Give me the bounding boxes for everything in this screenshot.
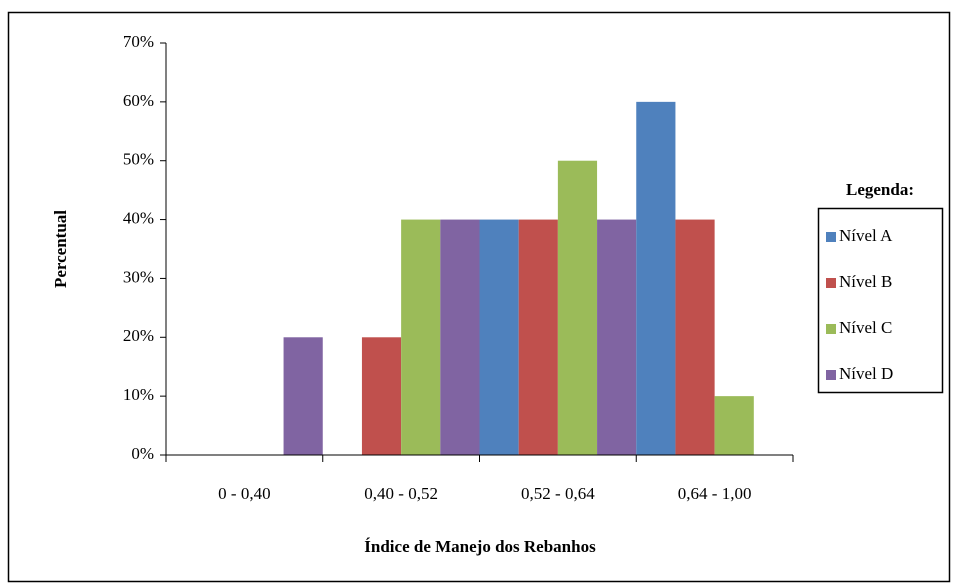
y-tick-label: 0% <box>131 444 154 463</box>
bar <box>401 219 441 455</box>
bar <box>597 219 637 455</box>
bar <box>518 219 558 455</box>
legend-swatch <box>826 232 836 242</box>
x-tick-label: 0,52 - 0,64 <box>521 484 595 503</box>
x-tick-label: 0,40 - 0,52 <box>364 484 438 503</box>
bar <box>283 337 323 455</box>
legend-label: Nível C <box>839 318 892 337</box>
bar <box>557 160 598 455</box>
bar <box>479 219 519 455</box>
legend-box <box>817 207 944 394</box>
x-tick-label: 0 - 0,40 <box>218 484 270 503</box>
y-axis-title: Percentual <box>51 210 70 288</box>
legend-label: Nível B <box>839 272 892 291</box>
y-tick-label: 10% <box>123 385 154 404</box>
legend-swatch <box>826 324 836 334</box>
legend-label: Nível A <box>839 226 893 245</box>
bar <box>440 219 480 455</box>
bar <box>361 337 402 455</box>
x-axis-title: Índice de Manejo dos Rebanhos <box>364 537 596 556</box>
y-tick-label: 60% <box>123 91 154 110</box>
legend-swatch <box>826 278 836 288</box>
y-tick-label: 30% <box>123 267 154 286</box>
bar <box>675 219 715 455</box>
bar <box>714 396 754 455</box>
legend-swatch <box>826 370 836 380</box>
y-tick-label: 40% <box>123 208 154 227</box>
y-tick-label: 70% <box>123 32 154 51</box>
legend-title: Legenda: <box>846 180 914 199</box>
y-tick-label: 20% <box>123 326 154 345</box>
y-tick-label: 50% <box>123 150 154 169</box>
bar <box>636 101 676 455</box>
x-tick-label: 0,64 - 1,00 <box>678 484 752 503</box>
legend-label: Nível D <box>839 364 893 383</box>
